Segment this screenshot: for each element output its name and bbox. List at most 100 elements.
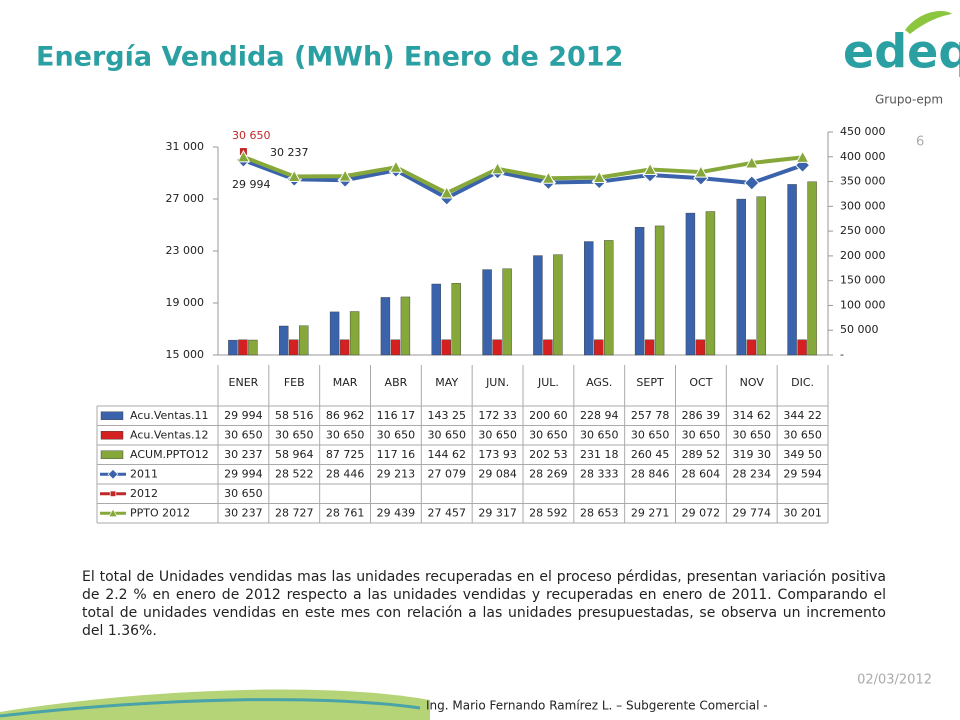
marker [236, 149, 251, 163]
y2-tick-label: 450 000 [840, 125, 886, 138]
bar [543, 339, 553, 356]
bar [705, 211, 716, 356]
table-cell: 28 522 [275, 467, 314, 480]
table-cell: 30 237 [224, 448, 263, 461]
bar [746, 339, 756, 356]
x-tick-label: SEPT [636, 376, 664, 389]
table-cell: 30 650 [428, 428, 467, 441]
bar [502, 268, 512, 356]
marker [439, 186, 454, 199]
y-tick-label: 15 000 [166, 348, 205, 361]
bar [685, 212, 696, 356]
table-cell: 173 93 [478, 448, 517, 461]
table-cell: 172 33 [478, 409, 517, 422]
bar [695, 339, 706, 356]
table-cell: 117 16 [377, 448, 416, 461]
bar [400, 296, 411, 356]
x-tick-label: MAY [435, 376, 458, 389]
legend-label: ACUM.PPTO12 [130, 448, 209, 461]
table-cell: 27 079 [428, 467, 467, 480]
y-tick-label: 31 000 [166, 140, 205, 153]
table-cell: 28 234 [733, 467, 772, 480]
table-cell: 289 52 [682, 448, 721, 461]
marker [694, 165, 708, 178]
decoration [0, 689, 430, 720]
bar [248, 339, 258, 356]
logo-group: Grupo-epm [875, 93, 943, 107]
y-tick-label: 27 000 [166, 192, 205, 205]
y2-tick-label: 350 000 [840, 175, 886, 188]
marker [287, 169, 302, 183]
bar [228, 339, 238, 356]
table-cell: 28 592 [529, 506, 568, 519]
bar [787, 184, 797, 356]
bar [380, 297, 391, 356]
table-cell: 30 650 [224, 487, 263, 500]
table-cell: 29 994 [224, 467, 263, 480]
bar [238, 339, 248, 356]
bar [329, 311, 340, 356]
bar [634, 227, 645, 356]
bar [390, 339, 401, 356]
table-cell: 28 446 [326, 467, 365, 480]
table-cell: 30 650 [478, 428, 517, 441]
table-cell: 231 18 [580, 448, 619, 461]
table-cell: 29 439 [377, 506, 416, 519]
date: 02/03/2012 [857, 673, 932, 688]
table-cell: 29 774 [733, 506, 772, 519]
legend-key [100, 450, 124, 459]
table-cell: 257 78 [631, 409, 670, 422]
bar [441, 339, 451, 356]
table-cell: 349 50 [783, 448, 822, 461]
bar [604, 240, 614, 356]
logo: edeq [843, 25, 960, 79]
x-tick-label: JUL. [537, 376, 559, 389]
table-cell: 29 213 [377, 467, 416, 480]
y2-tick-label: - [840, 348, 844, 361]
marker [541, 171, 556, 184]
table-cell: 29 271 [631, 506, 670, 519]
bar [349, 311, 360, 356]
bar [492, 339, 502, 356]
table-cell: 319 30 [733, 448, 772, 461]
table-cell: 30 650 [377, 428, 416, 441]
table-cell: 30 650 [326, 428, 365, 441]
marker [109, 490, 117, 497]
marker [338, 169, 352, 182]
bar [482, 269, 492, 356]
decoration [0, 698, 421, 718]
table-cell: 144 62 [428, 448, 467, 461]
table-cell: 200 60 [529, 409, 568, 422]
marker [108, 508, 118, 518]
bar [339, 339, 350, 356]
bar [756, 196, 766, 356]
y2-tick-label: 400 000 [840, 150, 886, 163]
body-text: El total de Unidades vendidas mas las un… [82, 569, 886, 639]
line [242, 158, 804, 200]
x-tick-label: DIC. [791, 376, 814, 389]
table-cell: 30 650 [631, 428, 670, 441]
y2-tick-label: 300 000 [840, 199, 886, 212]
marker [490, 161, 505, 175]
table-cell: 86 962 [326, 409, 365, 422]
table-cell: 30 650 [783, 428, 822, 441]
bar [289, 339, 299, 356]
y-tick-label: 19 000 [166, 296, 205, 309]
table-cell: 286 39 [682, 409, 721, 422]
y2-tick-label: 250 000 [840, 224, 886, 237]
table-cell: 87 725 [326, 448, 365, 461]
slide-title: Energía Vendida (MWh) Enero de 2012 [36, 42, 623, 73]
line [242, 155, 803, 196]
x-tick-label: JUN. [485, 376, 509, 389]
table-cell: 28 761 [326, 506, 365, 519]
bar [644, 339, 655, 356]
x-tick-label: ABR [385, 376, 408, 389]
table-cell: 30 650 [529, 428, 568, 441]
legend-label: 2012 [130, 487, 158, 500]
marker [107, 468, 119, 480]
table-cell: 29 994 [224, 409, 263, 422]
marker [744, 155, 759, 169]
x-tick-label: ENER [229, 376, 259, 389]
table-cell: 29 084 [478, 467, 517, 480]
y-tick-label: 23 000 [166, 244, 205, 257]
